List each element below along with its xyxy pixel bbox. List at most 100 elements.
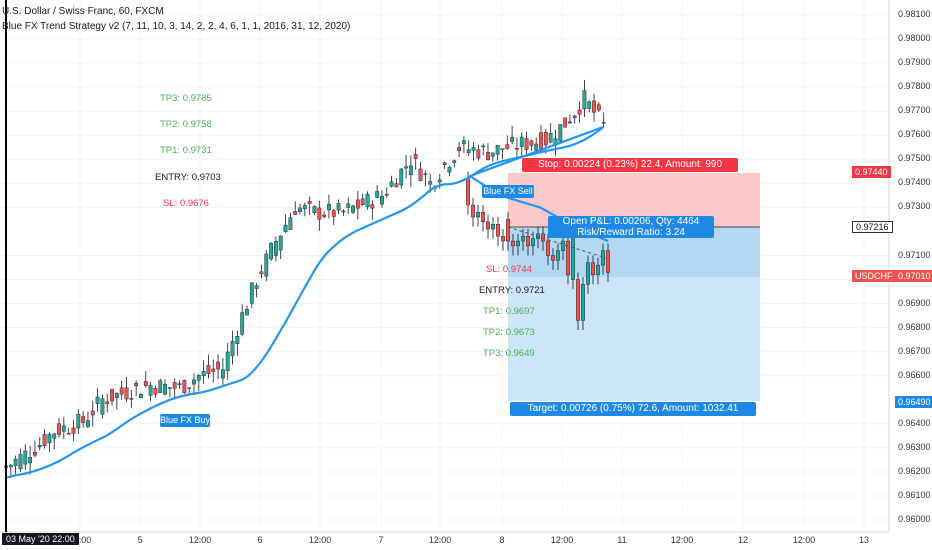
candle-body (331, 210, 336, 217)
position-zones (508, 173, 760, 401)
symbol-price-tag: USDCHF (852, 270, 907, 282)
price-axis-label: 0.96200 (898, 465, 931, 476)
candle-body (418, 168, 423, 181)
candle-body (437, 179, 442, 183)
candle-body (298, 207, 302, 212)
candle-body (510, 136, 514, 142)
candle-body (506, 219, 510, 242)
sell-tp2-label: TP2: 0.9673 (483, 327, 535, 338)
candle-body (278, 235, 283, 251)
price-axis-label: 0.96700 (898, 345, 931, 356)
candle-body (568, 121, 572, 124)
candle-body (172, 382, 177, 389)
target-info-label[interactable]: Target: 0.00726 (0.75%) 72.6, Amount: 10… (510, 402, 756, 416)
time-axis-label: 11 (617, 535, 627, 545)
candle-body (423, 173, 428, 176)
candle-body (370, 204, 375, 209)
candle-body (365, 194, 370, 207)
candle-body (526, 236, 530, 247)
open-pnl-box[interactable]: Open P&L: 0.00206, Qty: 4464 Risk/Reward… (548, 216, 714, 238)
sell-entry-label: ENTRY: 0.9721 (479, 285, 545, 296)
candle-body (360, 198, 365, 205)
buy-tp2-label: TP2: 0.9758 (160, 119, 212, 130)
candle-body (486, 151, 490, 160)
price-axis-label: 0.96400 (898, 417, 931, 428)
candle-body (90, 410, 95, 416)
candle-body (317, 207, 322, 220)
price-axis-label: 0.96100 (898, 490, 931, 500)
sell-tp1-label: TP1: 0.9697 (483, 306, 535, 317)
candle-body (105, 401, 110, 404)
candle-body (177, 383, 182, 385)
candle-body (336, 203, 341, 211)
indicator-title[interactable]: Blue FX Trend Strategy v2 (7, 11, 10, 3,… (2, 21, 351, 32)
buy-signal-label[interactable]: Blue FX Buy (160, 414, 211, 427)
candle-body (346, 203, 351, 208)
candle-body (466, 149, 471, 154)
candle-body (539, 132, 543, 151)
candle-body (491, 224, 495, 230)
candle-body (187, 387, 192, 389)
candle-body (496, 224, 500, 237)
candle-body (119, 387, 124, 395)
candle-body (577, 109, 582, 115)
candle-body (196, 375, 201, 381)
candle-body (529, 140, 534, 146)
candle-body (52, 433, 57, 439)
time-axis-label: 8 (499, 535, 505, 545)
candle-body (216, 361, 220, 370)
candle-body (86, 420, 90, 427)
price-axis-label: 0.97600 (898, 129, 931, 140)
candle-body (481, 212, 485, 223)
stop-info-label[interactable]: Stop: 0.00224 (0.23%) 22.4, Amount: 990 (522, 158, 738, 172)
time-axis-label: 12 (737, 535, 749, 545)
candle-body (501, 236, 505, 242)
candle-body (134, 382, 139, 387)
time-axis-label: 13 (858, 535, 870, 545)
candle-body (548, 133, 553, 143)
candle-body (551, 255, 555, 261)
candle-body (322, 214, 327, 217)
candle-body (500, 148, 505, 150)
symbol-title[interactable]: U.S. Dollar / Swiss Franc, 60, FXCM (2, 6, 164, 17)
candle-body (413, 154, 418, 159)
time-axis-label: 7 (378, 535, 384, 545)
candle-body (561, 240, 565, 251)
sell-signal-label[interactable]: Blue FX Sell (482, 185, 534, 198)
candle-body (230, 341, 235, 357)
price-axis-label: 0.96300 (898, 441, 931, 452)
candle-body (586, 262, 590, 285)
price-axis-label: 0.96800 (898, 321, 931, 332)
candle-body (519, 136, 524, 147)
candle-body (129, 398, 134, 400)
candle-body (259, 271, 264, 274)
candle-body (511, 240, 515, 247)
candle-body (546, 240, 550, 256)
candle-body (601, 250, 605, 266)
candle-body (521, 236, 525, 242)
candle-body (408, 165, 413, 176)
candle-body (81, 416, 86, 423)
candle-body (442, 162, 447, 165)
candle-body (100, 398, 105, 415)
candle-body (563, 117, 568, 128)
candle-body (571, 231, 575, 280)
candle-body (153, 387, 158, 395)
candle-body (471, 147, 476, 151)
candle-body (274, 241, 278, 256)
candle-body (201, 370, 206, 376)
buy-entry-label: ENTRY: 0.9703 (155, 172, 221, 183)
candle-body (42, 434, 47, 447)
current-date-tag: 03 May '20 22:00 (2, 533, 79, 545)
time-axis-label: 6 (257, 535, 263, 545)
open-pnl-dashed-line (507, 226, 607, 259)
candle-body (380, 195, 384, 205)
target-price-tag: 0.96490 (895, 396, 932, 408)
candle-body (355, 199, 360, 209)
candle-body (57, 423, 61, 435)
candle-body (28, 457, 32, 464)
candle-body (471, 204, 475, 218)
candle-body (254, 285, 259, 289)
time-axis-label: 12:00 (792, 535, 816, 545)
